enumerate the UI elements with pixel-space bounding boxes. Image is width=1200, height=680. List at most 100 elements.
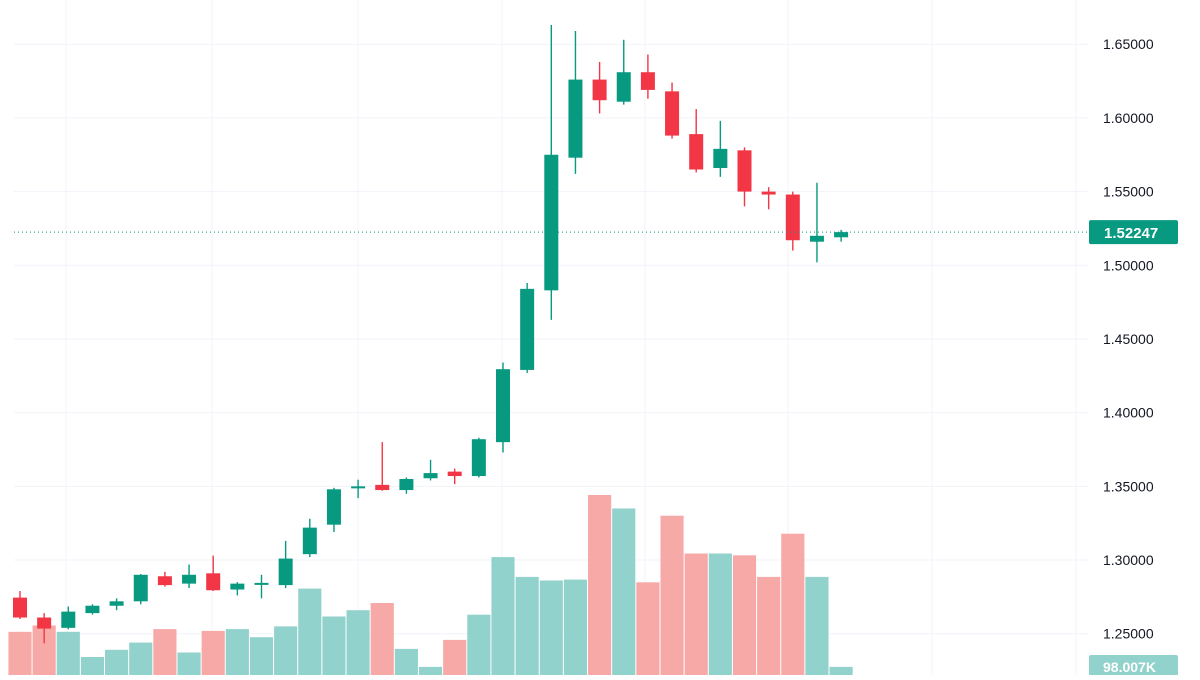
candle-body — [278, 558, 293, 586]
candle — [133, 574, 148, 605]
candle-body — [399, 478, 414, 491]
candle — [496, 362, 510, 453]
candle — [13, 590, 27, 619]
volume-bar — [322, 616, 346, 675]
candle-body — [785, 194, 800, 241]
candle-body — [592, 79, 607, 101]
candle — [375, 442, 390, 491]
volume-bar — [249, 637, 274, 675]
volume-bar — [515, 576, 539, 675]
volume-bar — [612, 508, 636, 675]
candle — [157, 571, 172, 587]
candle-body — [737, 150, 752, 192]
candle-body — [61, 611, 76, 628]
candle — [785, 191, 800, 251]
candle-body — [568, 79, 583, 158]
volume-bar — [298, 588, 322, 675]
volume-bar — [56, 631, 80, 675]
candle — [809, 182, 824, 263]
volume-badge — [1089, 655, 1178, 677]
volume-bar — [636, 582, 660, 675]
candle-body — [157, 576, 172, 586]
candle-body — [689, 134, 704, 170]
candle — [689, 109, 704, 173]
candle — [616, 39, 631, 105]
candle-body — [109, 601, 124, 606]
candle-body — [834, 232, 849, 238]
candle-body — [496, 369, 510, 443]
price-tick-label: 1.60000 — [1103, 110, 1154, 126]
candle — [737, 147, 752, 207]
volume-bars — [8, 495, 853, 675]
volume-bar — [829, 666, 853, 675]
candle — [326, 487, 341, 533]
candle — [230, 582, 245, 596]
candle — [520, 282, 535, 373]
volume-bar — [418, 666, 443, 675]
candle — [447, 468, 462, 485]
volume-bar — [467, 614, 491, 675]
candle-body — [351, 486, 366, 489]
candle-body — [85, 605, 100, 614]
candle — [544, 25, 559, 320]
volume-bar — [732, 555, 757, 675]
candle-body — [326, 489, 341, 525]
candle — [568, 30, 583, 174]
candle — [37, 613, 52, 644]
candle-body — [230, 583, 245, 590]
volume-bar — [708, 553, 732, 675]
candle — [351, 479, 366, 499]
volume-bar — [805, 576, 829, 675]
candle — [640, 54, 655, 99]
candle-body — [423, 473, 438, 479]
candle-body — [471, 439, 486, 477]
candle-body — [13, 597, 27, 618]
candle-body — [665, 91, 680, 136]
candle-body — [544, 154, 559, 291]
volume-bar — [177, 652, 201, 675]
price-tick-label: 1.65000 — [1103, 36, 1154, 52]
price-tick-label: 1.25000 — [1103, 626, 1154, 642]
volume-label: 98.007K — [1103, 659, 1156, 675]
volume-bar — [346, 610, 370, 675]
candle-body — [182, 574, 197, 584]
candle — [761, 187, 776, 210]
candle-body — [206, 573, 221, 591]
volume-bar — [563, 579, 588, 675]
last-price-badge — [1089, 220, 1178, 245]
candle — [109, 598, 124, 611]
volume-bar — [225, 629, 249, 675]
volume-bar — [129, 642, 153, 675]
volume-bar — [201, 630, 225, 675]
candle — [834, 229, 849, 242]
candle-body — [713, 148, 728, 169]
volume-bar — [105, 649, 129, 675]
price-tick-label: 1.55000 — [1103, 184, 1154, 200]
candles — [13, 25, 849, 644]
volume-bar — [80, 657, 105, 675]
price-tick-label: 1.35000 — [1103, 478, 1154, 494]
last-price-label: 1.52247 — [1104, 225, 1158, 242]
candle-body — [809, 235, 824, 242]
candle — [302, 518, 317, 558]
price-tick-label: 1.40000 — [1103, 405, 1154, 421]
volume-bar — [539, 580, 563, 675]
candle-body — [133, 574, 148, 602]
candle — [182, 564, 197, 589]
candle-body — [520, 288, 535, 370]
volume-bar — [781, 533, 805, 675]
volume-bar — [660, 515, 684, 675]
price-tick-label: 1.30000 — [1103, 552, 1154, 568]
candle — [85, 604, 100, 615]
volume-bar — [757, 576, 781, 675]
candle — [278, 540, 293, 589]
candle-body — [37, 617, 52, 629]
volume-bar — [8, 631, 32, 675]
price-tick-label: 1.50000 — [1103, 257, 1154, 273]
price-axis[interactable]: 1.65000 1.60000 1.55000 1.50000 1.45000 1.400… — [1089, 36, 1178, 677]
candle — [592, 61, 607, 114]
candle — [423, 459, 438, 481]
candle — [713, 120, 728, 177]
